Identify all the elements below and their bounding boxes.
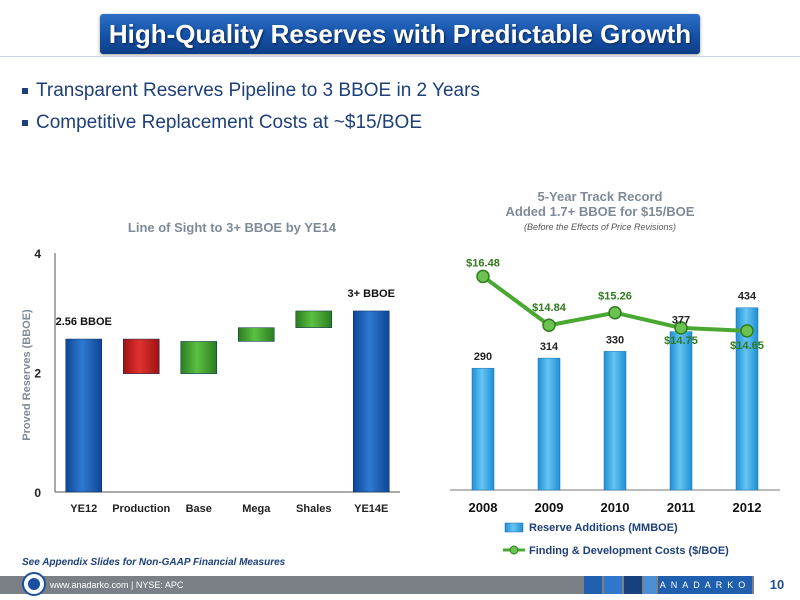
chart2-bar-2009 [537, 357, 561, 491]
chart1-annotation: 2.56 BBOE [56, 316, 112, 328]
chart2-labels: 290 314 330 377 434 $16.48 $14.84 $15.26 $14.75 $… [466, 257, 764, 363]
bullet-square-icon [22, 88, 28, 94]
chart1-x-tick-label: Production [112, 503, 170, 515]
chart1-x-ticks: YE12 Production Base Mega Shales YE14E [70, 503, 388, 515]
chart1-y-tick-label: 0 [34, 486, 41, 500]
legend-swatch-bar [504, 522, 524, 533]
chart2-bar-2011 [669, 331, 693, 491]
title-divider [0, 56, 800, 57]
page-number: 10 [754, 576, 800, 594]
chart1-axes [54, 253, 400, 493]
chart2-line-point [674, 321, 688, 335]
chart2-x-ticks: 2008 2009 2010 2011 2012 [469, 500, 762, 515]
chart1-y-tick-label: 4 [34, 247, 41, 261]
chart2-line-point [542, 318, 556, 332]
chart2-line-point [740, 324, 754, 338]
chart2-bar-label: 377 [672, 315, 690, 327]
chart2-line-label: $14.84 [532, 302, 567, 314]
chart1-annotation: 3+ BBOE [348, 288, 395, 300]
chart2-note: (Before the Effects of Price Revisions) [524, 222, 676, 232]
chart2-bar-2012 [735, 307, 759, 491]
chart2-line-point [608, 305, 622, 320]
bullet-list: Transparent Reserves Pipeline to 3 BBOE … [22, 80, 480, 144]
legend-swatch-marker [509, 545, 519, 555]
track-record-chart: 5-Year Track Record Added 1.7+ BBOE for … [450, 189, 780, 557]
chart1-bar-ye14e [353, 310, 390, 493]
chart2-bar-2008 [471, 367, 495, 491]
chart1-bar-base [180, 341, 217, 374]
chart2-x-tick-label: 2010 [601, 500, 630, 515]
chart1-bar-production [123, 338, 160, 374]
chart2-bar-2010 [603, 351, 627, 491]
footnote: See Appendix Slides for Non-GAAP Financi… [22, 557, 286, 568]
legend-label: Reserve Additions (MMBOE) [529, 522, 678, 534]
brand-name: ANADARKO [658, 576, 752, 594]
footer-block [644, 576, 656, 594]
chart1-y-ticks: 0 2 4 [34, 247, 41, 500]
chart1-bar-ye12 [65, 338, 102, 493]
chart2-fd-line [481, 274, 748, 333]
chart2-x-tick-label: 2012 [733, 500, 762, 515]
footer-text: www.anadarko.com | NYSE: APC [50, 580, 184, 590]
chart2-legend: Reserve Additions (MMBOE) Finding & Devel… [503, 522, 729, 557]
page-title: High-Quality Reserves with Predictable G… [100, 14, 700, 54]
chart2-x-tick-label: 2008 [469, 500, 498, 515]
company-seal-icon [22, 572, 46, 596]
chart2-line-label: $16.48 [466, 257, 500, 269]
chart1-bars [65, 310, 390, 493]
legend-label: Finding & Development Costs ($/BOE) [529, 545, 729, 557]
chart1-x-tick-label: YE12 [70, 503, 97, 515]
chart1-y-tick-label: 2 [34, 367, 41, 381]
bullet-text: Transparent Reserves Pipeline to 3 BBOE … [36, 80, 480, 101]
bullet-text: Competitive Replacement Costs at ~$15/BO… [36, 112, 422, 133]
chart2-line-label: $15.26 [598, 291, 632, 303]
footer: www.anadarko.com | NYSE: APC ANADARKO 10 [0, 572, 800, 600]
chart1-x-tick-label: Shales [296, 503, 331, 515]
chart2-x-tick-label: 2009 [535, 500, 564, 515]
footer-block [584, 576, 602, 594]
chart2-bar-label: 434 [738, 291, 757, 303]
bullet-item: Transparent Reserves Pipeline to 3 BBOE … [22, 80, 480, 102]
chart1-annotations: 2.56 BBOE 3+ BBOE [56, 288, 395, 328]
chart2-x-tick-label: 2011 [667, 500, 695, 515]
waterfall-chart: Line of Sight to 3+ BBOE by YE14 Proved … [21, 220, 400, 515]
chart2-line-label: $14.75 [664, 335, 698, 347]
chart2-bars [471, 307, 759, 491]
chart2-line-point [476, 269, 490, 284]
chart2-line-label: $14.65 [730, 340, 764, 352]
chart1-x-tick-label: Mega [242, 503, 271, 515]
footer-block [624, 576, 642, 594]
chart2-subtitle: Added 1.7+ BBOE for $15/BOE [506, 204, 695, 219]
chart2-line [476, 269, 754, 338]
chart1-bar-mega [238, 327, 275, 342]
footer-block [604, 576, 622, 594]
chart1-x-tick-label: YE14E [354, 503, 388, 515]
chart2-bar-label: 330 [606, 334, 624, 346]
chart1-bar-shales [295, 310, 332, 328]
bullet-item: Competitive Replacement Costs at ~$15/BO… [22, 112, 480, 134]
chart1-title: Line of Sight to 3+ BBOE by YE14 [128, 220, 337, 235]
chart2-title: 5-Year Track Record [537, 189, 662, 204]
bullet-square-icon [22, 120, 28, 126]
chart2-bar-label: 314 [540, 341, 559, 353]
chart1-x-tick-label: Base [186, 503, 212, 515]
chart2-bar-label: 290 [474, 351, 492, 363]
chart1-ylabel: Proved Reserves (BBOE) [21, 309, 33, 441]
